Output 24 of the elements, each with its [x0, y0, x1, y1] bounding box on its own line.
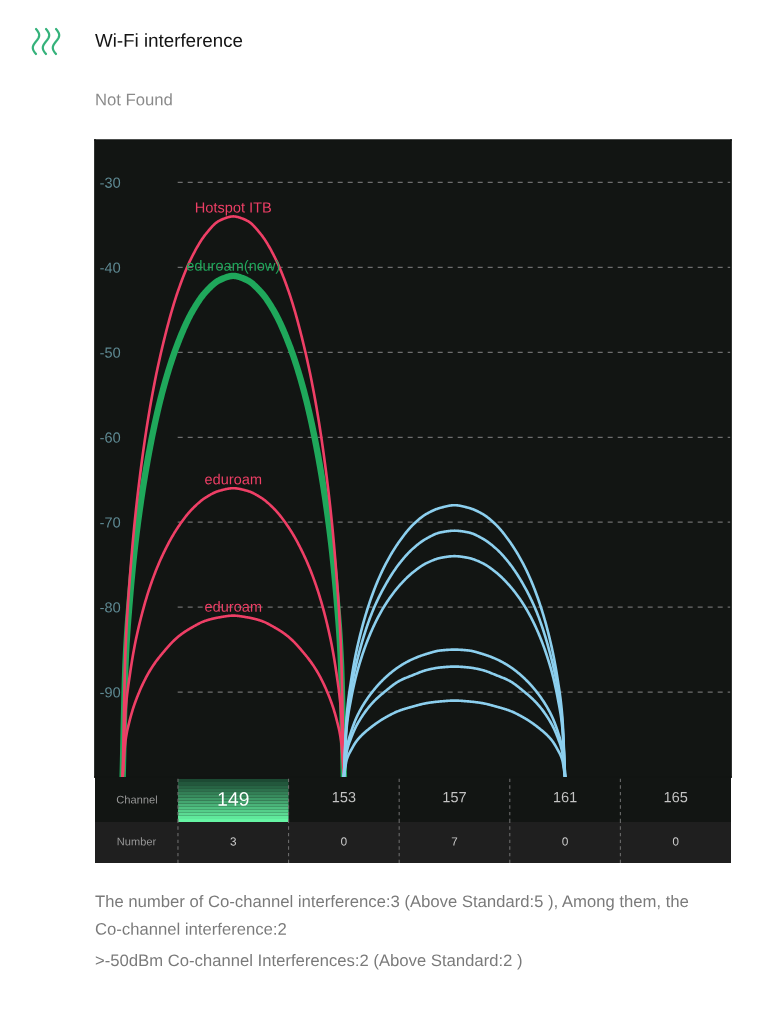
chart-subtitle: Not Found — [96, 93, 172, 106]
x-tick-label: 161 — [554, 791, 577, 803]
x-tick-label: 153 — [332, 791, 356, 803]
y-tick-label: -90 — [100, 687, 121, 698]
y-tick-label: -40 — [100, 262, 121, 273]
data-label: 0 — [562, 837, 568, 846]
text: The number of Co-channel interference:3 (Above Standard:5 ), Among them, the Co-channel interference:2 — [95, 895, 689, 935]
x-tick-label: 157 — [443, 792, 466, 803]
data-label: 0 — [672, 837, 679, 846]
data-label: 0 — [341, 837, 347, 846]
y-tick-label: -50 — [100, 347, 121, 358]
text: >-50dBm Co-channel Interferences:2 (Above Standard:2 ) — [95, 954, 522, 970]
chart-title: Wi-Fi interference — [95, 33, 243, 48]
y-tick-label: -70 — [100, 517, 121, 528]
x-axis-title: Channel — [116, 795, 157, 804]
x-tick-label: 165 — [664, 791, 688, 803]
data-label: 3 — [230, 837, 237, 846]
y-tick-label: -30 — [100, 177, 121, 188]
y-tick-label: -80 — [100, 602, 121, 613]
data-label: 7 — [451, 837, 458, 846]
x-tick-label: 149 — [218, 792, 249, 806]
y-tick-label: -60 — [100, 432, 121, 443]
text: Number — [117, 837, 157, 846]
series-label: Hotspot ITB — [195, 202, 271, 216]
